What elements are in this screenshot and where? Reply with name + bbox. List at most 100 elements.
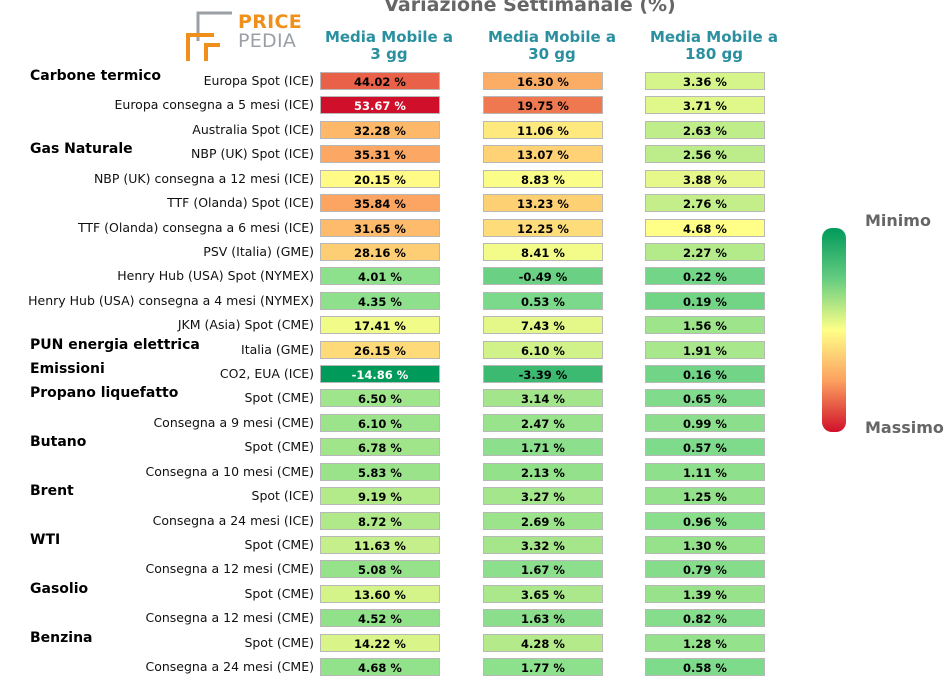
value-cell: -14.86 % [320, 365, 440, 384]
value-cell: 2.76 % [645, 194, 765, 213]
category-label: Emissioni [30, 361, 105, 378]
value-cell: 31.65 % [320, 218, 440, 237]
value-cell: -0.49 % [483, 267, 603, 286]
column-header: Media Mobile a 30 gg [467, 29, 637, 63]
value-cell: 3.65 % [483, 584, 603, 603]
row-label: JKM (Asia) Spot (CME) [177, 317, 314, 333]
value-cell: 4.28 % [483, 633, 603, 652]
value-cell: 3.88 % [645, 169, 765, 188]
value-cell: 14.22 % [320, 633, 440, 652]
column-header-line1: Media Mobile a [649, 28, 779, 46]
value-cell: 8.41 % [483, 242, 603, 261]
value-cell: 4.68 % [320, 658, 440, 677]
row-label: Spot (CME) [244, 585, 314, 601]
value-cell: 17.41 % [320, 316, 440, 335]
category-label: Propano liquefatto [30, 385, 179, 402]
row-label: Europa consegna a 5 mesi (ICE) [114, 97, 315, 113]
value-cell: 2.56 % [645, 145, 765, 164]
value-cell: 35.84 % [320, 194, 440, 213]
category-label: Gasolio [30, 580, 89, 597]
row-label: Spot (CME) [244, 390, 314, 406]
value-cell: 11.06 % [483, 120, 603, 139]
category-label: PUN energia elettrica [30, 336, 200, 353]
row-label: Consegna a 12 mesi (CME) [145, 561, 315, 577]
category-label: Carbone termico [30, 68, 161, 84]
value-cell: 0.65 % [645, 389, 765, 408]
value-cell: 8.72 % [320, 511, 440, 530]
column-header: Media Mobile a 180 gg [629, 29, 799, 63]
row-label: NBP (UK) Spot (ICE) [191, 146, 314, 162]
value-cell: 6.78 % [320, 438, 440, 457]
logo-pedia-text: PEDIA [238, 30, 297, 52]
row-label: Henry Hub (USA) Spot (NYMEX) [117, 268, 314, 284]
value-cell: 13.07 % [483, 145, 603, 164]
value-cell: 19.75 % [483, 96, 603, 115]
value-cell: 4.01 % [320, 267, 440, 286]
value-cell: 2.69 % [483, 511, 603, 530]
value-cell: 4.35 % [320, 291, 440, 310]
row-label: Europa Spot (ICE) [203, 73, 314, 88]
value-cell: 0.57 % [645, 438, 765, 457]
column-header-line2: 3 gg [370, 45, 408, 63]
value-cell: 4.52 % [320, 609, 440, 628]
value-cell: 16.30 % [483, 72, 603, 90]
value-cell: 3.32 % [483, 535, 603, 554]
value-cell: 0.16 % [645, 365, 765, 384]
row-label: NBP (UK) consegna a 12 mesi (ICE) [93, 170, 314, 186]
value-cell: 6.10 % [320, 413, 440, 432]
value-cell: 2.13 % [483, 462, 603, 481]
legend-color-scale [822, 228, 846, 432]
value-cell: 1.25 % [645, 487, 765, 506]
value-cell: 0.99 % [645, 413, 765, 432]
value-cell: 1.39 % [645, 584, 765, 603]
value-cell: 1.56 % [645, 316, 765, 335]
value-cell: 0.96 % [645, 511, 765, 530]
value-cell: 2.47 % [483, 413, 603, 432]
row-label: Spot (CME) [244, 439, 314, 455]
column-header-line1: Media Mobile a [324, 28, 454, 46]
row-label: Consegna a 24 mesi (CME) [145, 659, 315, 675]
value-cell: 4.68 % [645, 218, 765, 237]
value-cell: 32.28 % [320, 120, 440, 139]
value-cell: 3.27 % [483, 487, 603, 506]
row-label: Spot (CME) [244, 536, 314, 552]
column-header-line2: 180 gg [684, 45, 743, 63]
value-cell: -3.39 % [483, 365, 603, 384]
value-cell: 5.83 % [320, 462, 440, 481]
value-cell: 28.16 % [320, 242, 440, 261]
category-label: WTI [30, 531, 61, 548]
value-cell: 1.63 % [483, 609, 603, 628]
category-label: Butano [30, 434, 87, 451]
value-cell: 13.60 % [320, 584, 440, 603]
chart-title: Variazione Settimanale (%) [384, 0, 676, 16]
row-label: TTF (Olanda) consegna a 6 mesi (ICE) [77, 219, 314, 235]
value-cell: 11.63 % [320, 535, 440, 554]
value-cell: 2.63 % [645, 120, 765, 139]
value-cell: 1.28 % [645, 633, 765, 652]
value-cell: 9.19 % [320, 487, 440, 506]
category-label: Brent [30, 483, 74, 500]
column-header-line1: Media Mobile a [487, 28, 617, 46]
row-label: TTF (Olanda) Spot (ICE) [167, 195, 314, 211]
row-label: Henry Hub (USA) consegna a 4 mesi (NYMEX… [28, 292, 314, 308]
value-cell: 13.23 % [483, 194, 603, 213]
value-cell: 3.36 % [645, 72, 765, 90]
row-label: Consegna a 12 mesi (CME) [145, 610, 315, 626]
row-label: PSV (Italia) (GME) [203, 243, 314, 259]
value-cell: 7.43 % [483, 316, 603, 335]
value-cell: 5.08 % [320, 560, 440, 579]
row-label: CO2, EUA (ICE) [219, 366, 314, 382]
value-cell: 0.79 % [645, 560, 765, 579]
value-cell: 3.71 % [645, 96, 765, 115]
value-cell: 3.14 % [483, 389, 603, 408]
row-label: Italia (GME) [241, 341, 314, 357]
value-cell: 1.91 % [645, 340, 765, 359]
value-cell: 0.58 % [645, 658, 765, 677]
pricepedia-logo: PRICE PEDIA [186, 9, 302, 63]
legend-min-label: Minimo [865, 211, 931, 230]
value-cell: 1.77 % [483, 658, 603, 677]
row-label: Spot (ICE) [251, 488, 314, 504]
value-cell: 0.82 % [645, 609, 765, 628]
value-cell: 44.02 % [320, 72, 440, 90]
